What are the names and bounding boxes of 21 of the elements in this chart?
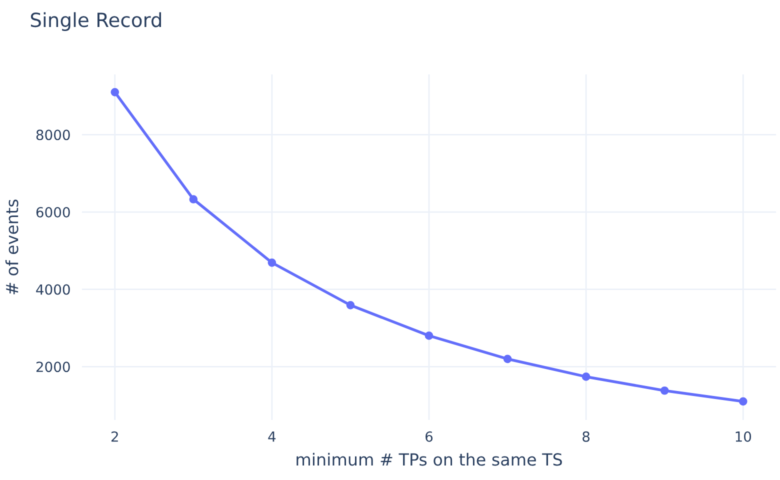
point: [738, 397, 748, 406]
point: [660, 386, 669, 395]
y-tick-label: 6000: [36, 206, 70, 218]
x-tick-label: 2: [111, 431, 118, 442]
point: [110, 88, 120, 96]
x-tick-label: 10: [736, 431, 752, 442]
point: [268, 258, 276, 267]
y-axis-title: # of events: [5, 200, 18, 294]
x-tick-label: 8: [582, 431, 590, 442]
y-tick-label: 2000: [36, 362, 70, 372]
point: [346, 301, 355, 310]
point: [424, 332, 434, 340]
x-axis-title: minimum # TPs on the same TS: [296, 452, 562, 466]
y-tick-label: 8000: [36, 130, 70, 140]
x-tick-label: 6: [426, 431, 433, 442]
point: [582, 372, 590, 381]
point: [189, 195, 198, 204]
y-tick-label: 4000: [36, 284, 70, 295]
chart-title: Single Record: [30, 12, 162, 32]
point: [503, 354, 512, 364]
x-tick-label: 4: [268, 432, 276, 442]
